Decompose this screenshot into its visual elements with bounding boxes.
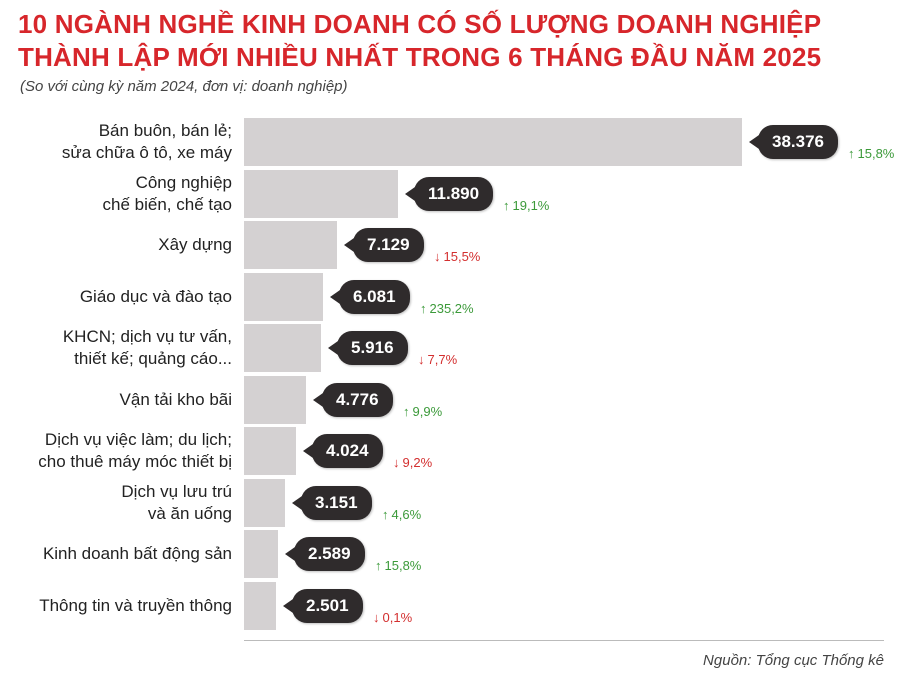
- change-label: ↑ 15,8%: [848, 146, 894, 161]
- value-label: 2.589: [285, 537, 365, 571]
- change-value: 235,2%: [429, 301, 474, 316]
- value-label: 4.024: [303, 434, 383, 468]
- bar-row: Kinh doanh bất động sản 2.589 ↑ 15,8%: [0, 530, 900, 578]
- category-label: Vận tải kho bãi: [119, 390, 232, 409]
- bar: [244, 479, 285, 527]
- value-label: 4.776: [313, 383, 393, 417]
- change-label: ↓ 9,2%: [393, 455, 432, 470]
- change-value: 9,9%: [412, 404, 443, 419]
- bar-row: Dịch vụ lưu trú và ăn uống 3.151 ↑ 4,6%: [0, 479, 900, 527]
- bar: [244, 582, 276, 630]
- category-label: Kinh doanh bất động sản: [42, 544, 232, 563]
- change-label: ↓ 15,5%: [434, 249, 480, 264]
- value-label: 6.081: [330, 280, 410, 314]
- change-value: 7,7%: [427, 352, 458, 367]
- bar-row: Dịch vụ việc làm; du lịch; cho thuê máy …: [0, 427, 900, 475]
- change-label: ↓ 7,7%: [418, 352, 457, 367]
- change-value: 15,5%: [443, 249, 481, 264]
- bar-row: Thông tin và truyền thông 2.501 ↓ 0,1%: [0, 582, 900, 630]
- change-label: ↑ 4,6%: [382, 507, 421, 522]
- arrow-down-icon: ↓: [434, 249, 441, 264]
- chart-title: 10 NGÀNH NGHỀ KINH DOANH CÓ SỐ LƯỢNG DOA…: [18, 9, 822, 72]
- bar-row: Bán buôn, bán lẻ; sửa chữa ô tô, xe máy 3…: [0, 118, 900, 166]
- bar: [244, 376, 306, 424]
- bar: [244, 273, 323, 321]
- arrow-down-icon: ↓: [418, 352, 425, 367]
- change-label: ↑ 15,8%: [375, 558, 421, 573]
- arrow-down-icon: ↓: [393, 455, 400, 470]
- arrow-up-icon: ↑: [382, 507, 389, 522]
- value-label: 7.129: [344, 228, 424, 262]
- change-value: 0,1%: [382, 610, 413, 625]
- change-label: ↑ 235,2%: [420, 301, 474, 316]
- category-label: KHCN; dịch vụ tư vấn, thiết kế; quảng cá…: [62, 327, 232, 368]
- bar: [244, 221, 337, 269]
- category-label: Công nghiệp chế biến, chế tạo: [102, 173, 232, 214]
- bar-row: Giáo dục và đào tạo 6.081 ↑ 235,2%: [0, 273, 900, 321]
- bar-row: Xây dựng 7.129 ↓ 15,5%: [0, 221, 900, 269]
- change-value: 4,6%: [391, 507, 422, 522]
- change-value: 15,8%: [384, 558, 422, 573]
- bar-row: Công nghiệp chế biến, chế tạo 11.890 ↑ 19,1…: [0, 170, 900, 218]
- change-value: 9,2%: [402, 455, 433, 470]
- chart-subtitle: (So với cùng kỳ năm 2024, đơn vị: doanh …: [20, 78, 348, 95]
- category-label: Xây dựng: [158, 235, 232, 254]
- source-note: Nguồn: Tổng cục Thống kê: [703, 652, 884, 669]
- arrow-up-icon: ↑: [403, 404, 410, 419]
- bar: [244, 530, 278, 578]
- value-label: 5.916: [328, 331, 408, 365]
- value-label: 11.890: [404, 177, 494, 211]
- arrow-up-icon: ↑: [420, 301, 427, 316]
- arrow-up-icon: ↑: [503, 198, 510, 213]
- bar-row: KHCN; dịch vụ tư vấn, thiết kế; quảng cá…: [0, 324, 900, 372]
- arrow-up-icon: ↑: [848, 146, 855, 161]
- chart-baseline: [244, 640, 884, 641]
- arrow-down-icon: ↓: [373, 610, 380, 625]
- change-label: ↑ 9,9%: [403, 404, 442, 419]
- bar-row: Vận tải kho bãi 4.776 ↑ 9,9%: [0, 376, 900, 424]
- category-label: Giáo dục và đào tạo: [79, 287, 232, 306]
- change-label: ↑ 19,1%: [503, 198, 549, 213]
- change-label: ↓ 0,1%: [373, 610, 412, 625]
- value-label: 2.501: [283, 589, 363, 623]
- bar: [244, 427, 296, 475]
- category-label: Dịch vụ việc làm; du lịch; cho thuê máy …: [38, 430, 232, 471]
- value-label: 38.376: [749, 125, 838, 159]
- arrow-up-icon: ↑: [375, 558, 382, 573]
- value-label: 3.151: [292, 486, 372, 520]
- bar: [244, 324, 321, 372]
- change-value: 15,8%: [857, 146, 895, 161]
- bar: [244, 170, 398, 218]
- change-value: 19,1%: [512, 198, 550, 213]
- category-label: Dịch vụ lưu trú và ăn uống: [121, 482, 232, 523]
- bar: [244, 118, 742, 166]
- category-label: Thông tin và truyền thông: [39, 596, 232, 615]
- category-label: Bán buôn, bán lẻ; sửa chữa ô tô, xe máy: [61, 121, 232, 162]
